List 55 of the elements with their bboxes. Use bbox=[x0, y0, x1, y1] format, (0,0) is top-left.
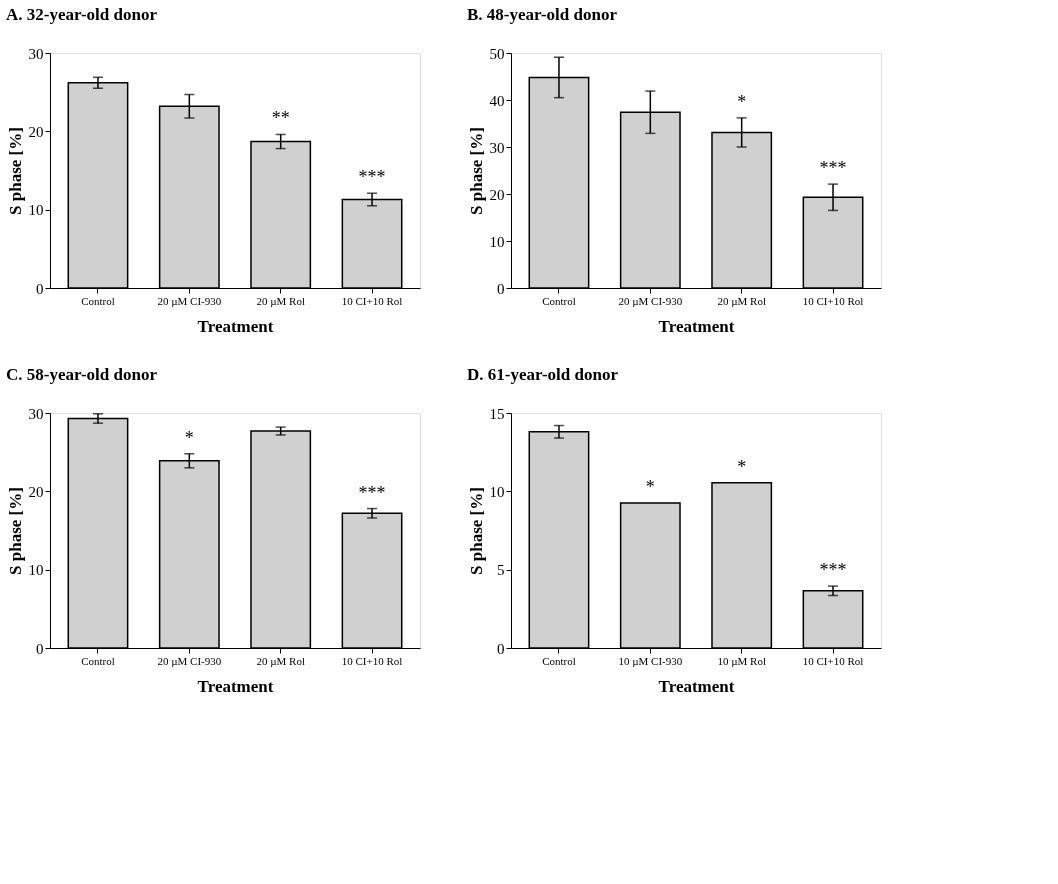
data-label: * bbox=[737, 91, 747, 112]
x-tick-label: Control bbox=[542, 654, 576, 667]
x-tick-label: Control bbox=[542, 294, 576, 307]
x-tick-label: 10 µM Rol bbox=[717, 654, 766, 667]
y-tick-label: 15 bbox=[489, 405, 505, 422]
x-tick-label: 20 µM Rol bbox=[256, 294, 305, 307]
x-tick-label: 10 µM CI-930 bbox=[618, 654, 683, 667]
data-label: ** bbox=[271, 108, 290, 129]
data-label: * bbox=[645, 477, 655, 498]
x-axis-title: Treatment bbox=[197, 676, 274, 696]
x-tick-label: 20 µM CI-930 bbox=[157, 294, 222, 307]
y-tick-label: 0 bbox=[36, 280, 44, 297]
y-tick-label: 10 bbox=[489, 483, 505, 500]
y-tick-label: 30 bbox=[28, 405, 44, 422]
y-tick-label: 30 bbox=[28, 45, 44, 62]
chart-title: C. 58-year-old donor bbox=[6, 365, 158, 384]
data-label: *** bbox=[819, 560, 847, 581]
y-tick-label: 20 bbox=[28, 483, 44, 500]
y-tick-label: 20 bbox=[28, 123, 44, 140]
y-tick-label: 30 bbox=[489, 139, 505, 156]
y-tick-label: 0 bbox=[36, 640, 44, 657]
x-tick-label: 20 µM Rol bbox=[717, 294, 766, 307]
x-axis-title: Treatment bbox=[658, 676, 735, 696]
x-tick-label: Control bbox=[81, 654, 115, 667]
x-tick-label: 10 CI+10 Rol bbox=[802, 654, 864, 667]
y-tick-label: 40 bbox=[489, 92, 505, 109]
data-label: * bbox=[737, 456, 747, 477]
x-axis-title: Treatment bbox=[197, 316, 274, 336]
y-tick-label: 20 bbox=[489, 186, 505, 203]
x-tick-label: Control bbox=[81, 294, 115, 307]
x-tick-label: 20 µM Rol bbox=[256, 654, 305, 667]
x-tick-label: 10 CI+10 Rol bbox=[341, 294, 403, 307]
chart-title: A. 32-year-old donor bbox=[6, 5, 158, 24]
y-axis-title: S phase [%] bbox=[5, 127, 25, 215]
y-tick-label: 0 bbox=[497, 640, 505, 657]
y-axis-title: S phase [%] bbox=[466, 127, 486, 215]
x-tick-label: 10 CI+10 Rol bbox=[341, 654, 403, 667]
y-tick-label: 0 bbox=[497, 280, 505, 297]
x-tick-label: 10 CI+10 Rol bbox=[802, 294, 864, 307]
y-tick-label: 10 bbox=[28, 562, 44, 579]
chart-title: D. 61-year-old donor bbox=[467, 365, 619, 384]
y-tick-label: 10 bbox=[28, 202, 44, 219]
x-tick-label: 20 µM CI-930 bbox=[618, 294, 683, 307]
y-axis-title: S phase [%] bbox=[466, 487, 486, 575]
x-tick-label: 20 µM CI-930 bbox=[157, 654, 222, 667]
y-tick-label: 5 bbox=[497, 562, 505, 579]
data-label: *** bbox=[358, 482, 386, 503]
chart-title: B. 48-year-old donor bbox=[467, 5, 618, 24]
data-label: * bbox=[184, 427, 194, 448]
y-tick-label: 50 bbox=[489, 45, 505, 62]
y-axis-title: S phase [%] bbox=[5, 487, 25, 575]
x-axis-title: Treatment bbox=[658, 316, 735, 336]
data-label: *** bbox=[358, 167, 386, 188]
data-label: *** bbox=[819, 158, 847, 179]
y-tick-label: 10 bbox=[489, 233, 505, 250]
